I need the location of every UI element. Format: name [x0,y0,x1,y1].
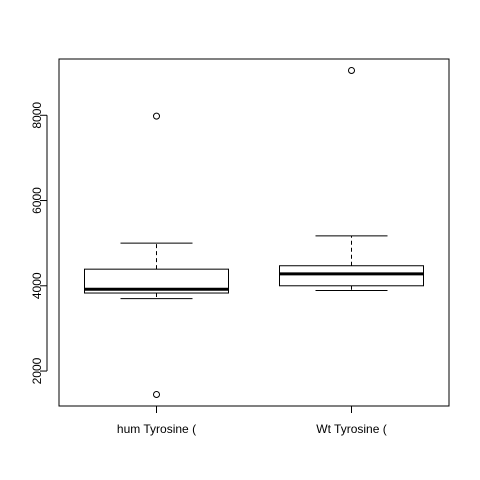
plot-frame [58,58,450,407]
iqr-box [279,265,424,287]
boxes [84,67,424,398]
outlier-point [153,390,160,398]
y-axis: 2000 4000 6000 8000 [30,102,48,384]
y-tick-label: 2000 [30,357,44,384]
box-1 [84,112,229,398]
iqr-box [84,268,229,294]
x-axis: hum Tyrosine ( Wt Tyrosine ( [117,405,387,436]
y-tick-label: 4000 [30,272,44,299]
box-2 [279,67,424,291]
y-tick-label: 6000 [30,187,44,214]
x-tick-label: hum Tyrosine ( [117,422,196,436]
outlier-point [153,112,160,120]
x-tick-label: Wt Tyrosine ( [316,422,386,436]
y-tick-label: 8000 [30,102,44,129]
outlier-point [348,67,355,75]
